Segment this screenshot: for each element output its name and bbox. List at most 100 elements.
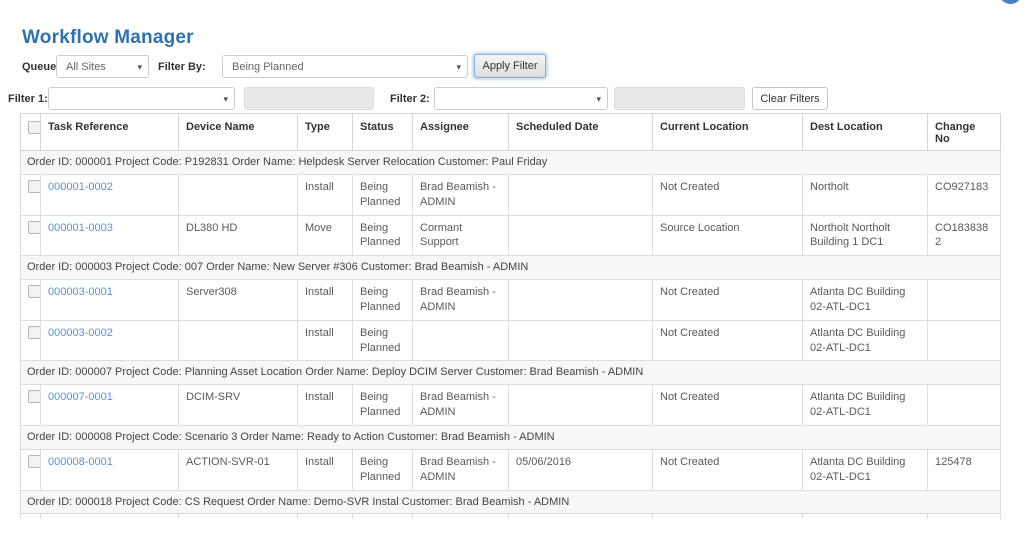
chevron-down-icon: ▾ <box>223 94 228 104</box>
cell-scheduled <box>508 279 653 321</box>
cell-current-location: Source Location <box>652 214 803 257</box>
table-header-row: Task Reference Device Name Type Status Assig… <box>20 113 1001 151</box>
row-checkbox[interactable] <box>28 179 40 193</box>
cell-dest-location: Atlanta DC Building 02-ATL-DC1 <box>802 319 928 362</box>
filter1-label: Filter 1: <box>8 93 48 105</box>
cell-scheduled <box>508 214 653 257</box>
cell-task-reference: 000008-0001 <box>40 448 179 491</box>
order-group-header: Order ID: 000003 Project Code: 007 Order… <box>20 255 1001 281</box>
apply-filter-button[interactable]: Apply Filter <box>474 54 546 78</box>
cell-task-reference: 000003-0001 <box>40 279 179 321</box>
filter2-select[interactable]: ▾ <box>434 87 608 110</box>
cell-change-no: 123234345 <box>927 513 1001 519</box>
task-reference-link[interactable]: 000003-0002 <box>48 326 113 339</box>
blue-circle-icon <box>999 0 1022 4</box>
cell-current-location: Not Created <box>652 513 803 519</box>
cell-status: Being Planned <box>352 319 413 362</box>
cell-task-reference: 000007-0001 <box>40 384 179 426</box>
cell-type: Install <box>297 319 353 362</box>
table-row: 000007-0001 DCIM-SRV Install Being Planned B… <box>20 384 1001 426</box>
cell-device <box>178 513 298 519</box>
task-reference-link[interactable]: 000001-0002 <box>48 180 113 193</box>
cell-status: Being Planned <box>352 513 413 519</box>
cell-device <box>178 319 298 362</box>
table-row: 000001-0002 Install Being Planned Brad Beam… <box>20 173 1001 216</box>
cell-device <box>178 173 298 216</box>
filter-by-label: Filter By: <box>158 61 206 73</box>
row-checkbox[interactable] <box>28 220 40 234</box>
cell-dest-location: Atlanta DC Building 02-ATL-DC1 <box>802 448 928 491</box>
cell-task-reference: 000003-0002 <box>40 319 179 362</box>
row-checkbox[interactable] <box>28 325 40 339</box>
cell-change-no: 125478 <box>927 448 1001 491</box>
select-all-checkbox[interactable] <box>28 121 40 134</box>
cell-checkbox <box>20 173 41 216</box>
column-header-change-no: Change No <box>927 113 1001 151</box>
task-reference-link[interactable]: 000008-0001 <box>48 455 113 468</box>
cell-dest-location: Atlanta DC Building 02-ATL-DC1 <box>802 384 928 426</box>
row-checkbox[interactable] <box>28 390 40 404</box>
filter2-value-input[interactable] <box>614 87 745 110</box>
chevron-down-icon: ▾ <box>456 62 461 72</box>
cell-assignee: Brad Beamish - ADMIN <box>412 513 509 519</box>
column-header-type: Type <box>297 113 353 151</box>
order-group-row: Order ID: 000008 Project Code: Scenario … <box>20 424 1001 450</box>
table-row: 000001-0003 DL380 HD Move Being Planned Corm… <box>20 214 1001 257</box>
cell-assignee: Cormant Support <box>412 214 509 257</box>
cell-task-reference: 000001-0003 <box>40 214 179 257</box>
page-title: Workflow Manager <box>22 27 194 48</box>
cell-task-reference: 000018-0001 <box>40 513 179 519</box>
queue-label: Queue: <box>22 61 60 73</box>
cell-type: Install <box>297 513 353 519</box>
table-row: 000008-0001 ACTION-SVR-01 Install Being Pla… <box>20 448 1001 491</box>
cell-device: ACTION-SVR-01 <box>178 448 298 491</box>
filter2-label: Filter 2: <box>390 93 430 105</box>
cell-scheduled <box>508 173 653 216</box>
cell-type: Install <box>297 279 353 321</box>
filter-by-selected-value: Being Planned <box>232 60 304 73</box>
cell-checkbox <box>20 448 41 491</box>
cell-change-no <box>927 384 1001 426</box>
filter-by-select[interactable]: Being Planned ▾ <box>222 55 468 78</box>
order-group-row: Order ID: 000018 Project Code: CS Reques… <box>20 489 1001 515</box>
cell-status: Being Planned <box>352 279 413 321</box>
clear-filters-button[interactable]: Clear Filters <box>752 87 828 110</box>
order-group-row: Order ID: 000001 Project Code: P192831 O… <box>20 150 1001 175</box>
row-checkbox[interactable] <box>28 454 40 468</box>
chevron-down-icon: ▾ <box>137 62 142 72</box>
column-header-device-name: Device Name <box>178 113 298 151</box>
cell-checkbox <box>20 513 41 519</box>
cell-device: DL380 HD <box>178 214 298 257</box>
order-group-row: Order ID: 000003 Project Code: 007 Order… <box>20 255 1001 281</box>
order-group-header: Order ID: 000007 Project Code: Planning … <box>20 360 1001 386</box>
order-group-header: Order ID: 000008 Project Code: Scenario … <box>20 424 1001 450</box>
cell-assignee: Brad Beamish - ADMIN <box>412 279 509 321</box>
task-reference-link[interactable]: 000001-0003 <box>48 221 113 234</box>
column-header-task-reference: Task Reference <box>40 113 179 151</box>
row-checkbox[interactable] <box>28 285 40 299</box>
task-reference-link[interactable]: 000003-0001 <box>48 286 113 299</box>
cell-dest-location: Northolt <box>802 173 928 216</box>
cell-type: Install <box>297 448 353 491</box>
cell-checkbox <box>20 214 41 257</box>
table-row: 000003-0001 Server308 Install Being Planned… <box>20 279 1001 321</box>
cell-type: Install <box>297 173 353 216</box>
queue-select[interactable]: All Sites ▾ <box>56 55 149 78</box>
order-group-row: Order ID: 000007 Project Code: Planning … <box>20 360 1001 386</box>
cell-status: Being Planned <box>352 384 413 426</box>
cell-change-no <box>927 319 1001 362</box>
cell-assignee: Brad Beamish - ADMIN <box>412 384 509 426</box>
cell-device: DCIM-SRV <box>178 384 298 426</box>
cell-change-no: CO1838382 <box>927 214 1001 257</box>
cell-current-location: Not Created <box>652 279 803 321</box>
task-reference-link[interactable]: 000007-0001 <box>48 391 113 404</box>
task-table: Task Reference Device Name Type Status Assig… <box>20 113 1001 519</box>
cell-status: Being Planned <box>352 173 413 216</box>
filter1-select[interactable]: ▾ <box>48 87 235 110</box>
cell-scheduled <box>508 384 653 426</box>
cell-current-location: Not Created <box>652 384 803 426</box>
cell-status: Being Planned <box>352 448 413 491</box>
filter1-value-input[interactable] <box>244 87 374 110</box>
cell-dest-location: Atlanta DC Building 02-ATL-DC1 <box>802 279 928 321</box>
